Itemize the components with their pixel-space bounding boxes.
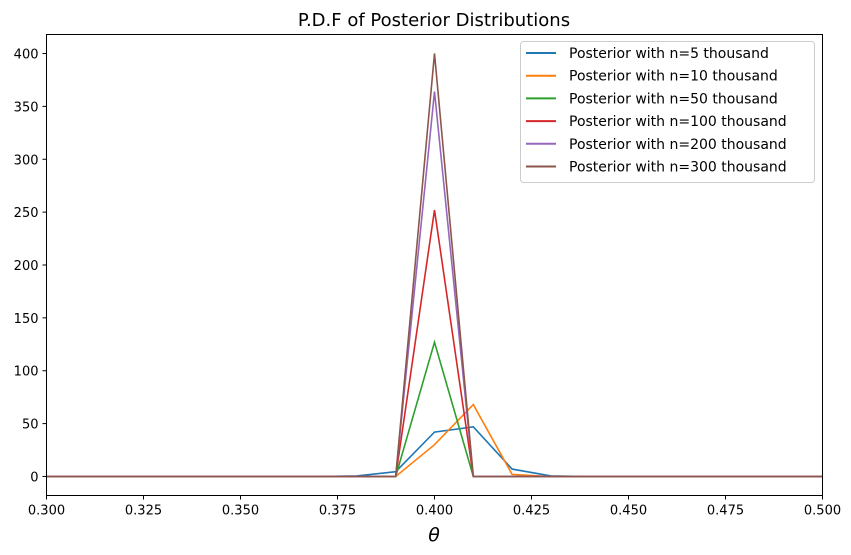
legend-entry: Posterior with n=5 thousand [526, 46, 769, 62]
x-tick-label: 0.450 [610, 504, 647, 519]
y-axis: 0 50 100 150 200 250 300 350 400 [14, 48, 47, 485]
series-line-6 [46, 53, 823, 478]
x-tick-label: 0.500 [804, 504, 841, 519]
legend-label: Posterior with n=5 thousand [569, 46, 769, 62]
y-tick-label: 0 [30, 470, 38, 485]
legend-label: Posterior with n=10 thousand [569, 69, 778, 85]
x-tick-label: 0.300 [28, 504, 65, 519]
x-tick-label: 0.350 [222, 504, 259, 519]
legend-label: Posterior with n=100 thousand [569, 114, 787, 130]
x-tick-label: 0.400 [416, 504, 453, 519]
y-tick-label: 150 [14, 312, 39, 327]
x-tick-label: 0.425 [513, 504, 550, 519]
legend-entry: Posterior with n=10 thousand [526, 69, 778, 85]
legend-entry: Posterior with n=300 thousand [526, 160, 787, 176]
legend: Posterior with n=5 thousand Posterior wit… [520, 41, 815, 183]
chart-title: P.D.F of Posterior Distributions [298, 10, 570, 31]
legend-label: Posterior with n=50 thousand [569, 91, 778, 107]
x-tick-label: 0.325 [125, 504, 162, 519]
series-line-1 [46, 425, 823, 478]
y-tick-label: 100 [14, 365, 39, 380]
y-tick-label: 200 [14, 259, 39, 274]
y-tick-label: 350 [14, 100, 39, 115]
legend-label: Posterior with n=200 thousand [569, 137, 787, 153]
y-tick-label: 400 [14, 48, 39, 63]
y-tick-label: 300 [14, 153, 39, 168]
x-axis: 0.300 0.325 0.350 0.375 0.400 0.425 0.450 0.475… [28, 495, 841, 519]
legend-entry: Posterior with n=50 thousand [526, 91, 778, 107]
x-axis-label: θ [428, 524, 440, 546]
legend-entry: Posterior with n=100 thousand [526, 114, 787, 130]
x-tick-label: 0.475 [707, 504, 744, 519]
series-line-3 [46, 339, 823, 478]
y-tick-label: 250 [14, 206, 39, 221]
x-tick-label: 0.375 [319, 504, 356, 519]
series-layer [46, 53, 823, 478]
series-line-2 [46, 403, 823, 478]
legend-label: Posterior with n=300 thousand [569, 160, 787, 176]
y-tick-label: 50 [22, 418, 39, 433]
legend-box [520, 41, 815, 183]
legend-entry: Posterior with n=200 thousand [526, 137, 787, 153]
